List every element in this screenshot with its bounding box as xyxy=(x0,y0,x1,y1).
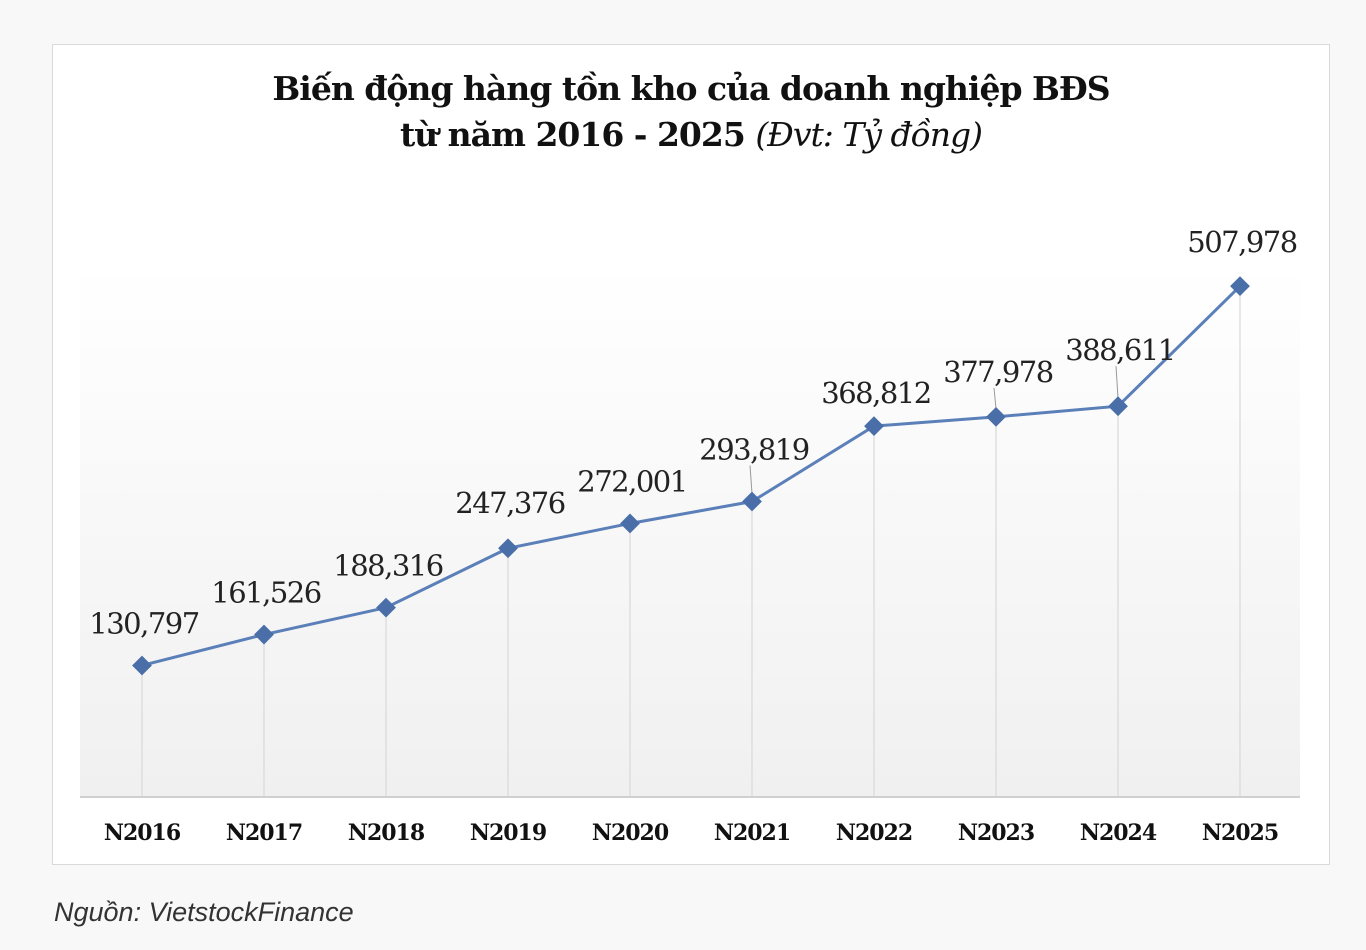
data-point-marker xyxy=(376,597,396,618)
x-tick-label: N2020 xyxy=(592,820,669,846)
x-tick-label: N2023 xyxy=(958,820,1034,846)
data-point-marker xyxy=(1230,276,1250,297)
data-point-marker xyxy=(620,513,640,534)
data-point-marker xyxy=(1108,396,1128,417)
data-point-marker xyxy=(254,624,274,645)
data-label: 272,001 xyxy=(577,464,686,498)
data-label: 388,611 xyxy=(1065,333,1174,367)
chart-title: Biến động hàng tồn kho của doanh nghiệp … xyxy=(52,66,1330,158)
x-tick-label: N2021 xyxy=(714,820,790,846)
x-tick-label: N2016 xyxy=(104,820,181,846)
title-line-2: từ năm 2016 - 2025 (Đvt: Tỷ đồng) xyxy=(52,112,1330,158)
data-label: 293,819 xyxy=(699,433,808,467)
title-years: từ năm 2016 - 2025 xyxy=(399,115,746,154)
x-tick-label: N2018 xyxy=(348,820,425,846)
data-point-marker xyxy=(986,406,1006,427)
data-label: 188,316 xyxy=(333,549,442,583)
data-label: 368,812 xyxy=(821,376,930,410)
x-tick-label: N2019 xyxy=(470,820,546,846)
label-leader-line xyxy=(749,465,753,494)
data-point-marker xyxy=(742,491,762,512)
title-unit: (Đvt: Tỷ đồng) xyxy=(755,115,983,154)
data-label: 377,978 xyxy=(943,355,1052,389)
plot-area xyxy=(80,264,1300,797)
x-tick-label: N2024 xyxy=(1080,820,1157,846)
data-label: 247,376 xyxy=(455,486,564,520)
data-point-marker xyxy=(498,538,518,559)
x-tick-label: N2022 xyxy=(836,820,912,846)
x-tick-label: N2025 xyxy=(1202,820,1278,846)
data-label: 130,797 xyxy=(89,606,198,640)
data-point-marker xyxy=(864,416,884,436)
data-label: 507,978 xyxy=(1187,225,1296,259)
source-note: Nguồn: VietstockFinance xyxy=(54,897,354,927)
label-leader-line xyxy=(1115,366,1119,399)
label-leader-line xyxy=(993,387,997,409)
x-tick-label: N2017 xyxy=(226,820,302,846)
title-line-1: Biến động hàng tồn kho của doanh nghiệp … xyxy=(272,69,1110,108)
series-line xyxy=(141,285,1242,667)
data-label: 161,526 xyxy=(211,576,320,610)
